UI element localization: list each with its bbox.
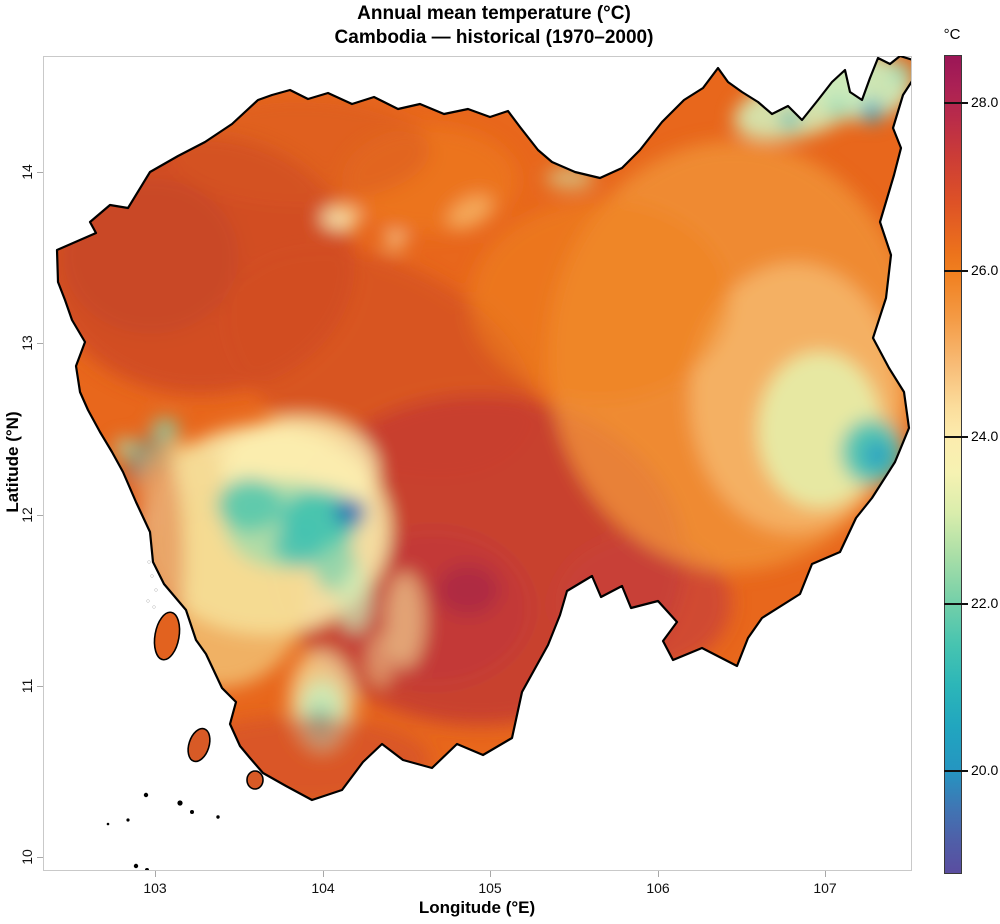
y-tick-label: 13	[19, 335, 35, 351]
y-tick-label: 10	[19, 849, 35, 865]
colorbar-tick-label: 28.0	[971, 94, 999, 110]
y-tick-label: 11	[19, 678, 35, 694]
y-tick-mark	[37, 172, 43, 173]
islands	[106, 611, 264, 870]
colorbar-tick-label: 24.0	[971, 428, 999, 444]
colorbar-tick-mark	[944, 603, 968, 605]
colorbar-tick-label: 26.0	[971, 262, 999, 278]
colorbar-title: °C	[943, 26, 961, 43]
x-tick-label: 104	[311, 880, 335, 896]
x-tick-mark	[490, 871, 491, 877]
y-tick-mark	[37, 686, 43, 687]
cambodia-temperature-map	[55, 56, 911, 870]
y-axis-title: Latitude (°N)	[3, 411, 22, 513]
temperature-raster	[57, 56, 911, 800]
x-tick-mark	[825, 871, 826, 877]
colorbar-tick-mark	[944, 270, 968, 272]
x-tick-label: 105	[478, 880, 502, 896]
colorbar-tick-label: 20.0	[971, 762, 999, 778]
colorbar	[944, 55, 962, 874]
y-tick-mark	[37, 857, 43, 858]
colorbar-tick-mark	[944, 436, 968, 438]
colorbar-tick-label: 22.0	[971, 595, 999, 611]
x-tick-label: 106	[646, 880, 670, 896]
y-tick-mark	[37, 515, 43, 516]
x-tick-mark	[323, 871, 324, 877]
x-axis-title: Longitude (°E)	[418, 898, 536, 917]
coast-speckles	[146, 560, 158, 609]
colorbar-tick-mark	[944, 102, 968, 104]
colorbar-tick-mark	[944, 770, 968, 772]
x-tick-label: 103	[143, 880, 167, 896]
title-block: Annual mean temperature (°C) Cambodia — …	[0, 2, 988, 50]
x-tick-label: 107	[813, 880, 837, 896]
figure-title: Annual mean temperature (°C)	[357, 3, 631, 24]
figure-subtitle: Cambodia — historical (1970–2000)	[334, 27, 654, 48]
x-tick-mark	[155, 871, 156, 877]
x-tick-mark	[658, 871, 659, 877]
y-tick-mark	[37, 343, 43, 344]
y-tick-label: 14	[19, 164, 35, 180]
